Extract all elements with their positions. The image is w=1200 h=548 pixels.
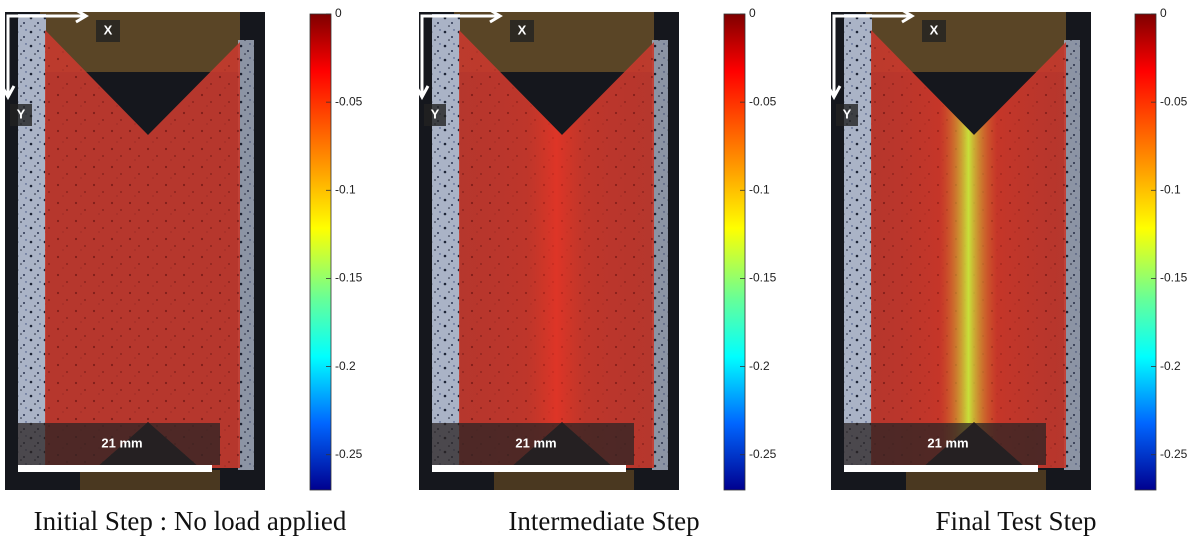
axis-x-label: X <box>518 22 527 37</box>
axis-symbol <box>420 14 498 95</box>
axis-arrow-x <box>489 8 503 24</box>
colorbar-tick-label: -0.2 <box>335 359 356 373</box>
scale-bar <box>432 465 626 472</box>
dic-image: X Y 21 mm <box>826 8 1091 490</box>
axis-y-box <box>424 104 446 126</box>
left-strip <box>18 14 46 469</box>
dic-image: X Y 21 mm <box>414 8 679 490</box>
bottom-block <box>494 470 634 490</box>
right-strip <box>238 40 254 470</box>
scale-label: 21 mm <box>515 435 556 450</box>
strain-band <box>459 30 654 468</box>
axis-arrow-x <box>901 8 915 24</box>
axis-y-label: Y <box>843 106 852 121</box>
colorbar-tick-label: -0.15 <box>335 271 363 285</box>
strain-band <box>871 30 1066 468</box>
colorbar-tick-label: -0.1 <box>335 182 356 196</box>
axis-y-box <box>10 104 32 126</box>
axis-x-label: X <box>930 22 939 37</box>
axis-x-box <box>922 20 946 42</box>
colorbar <box>1134 13 1157 491</box>
scale-box <box>18 423 220 465</box>
bottom-block <box>906 470 1046 490</box>
colorbar-tick-label: 0 <box>749 6 756 20</box>
colorbar-tick-label: -0.25 <box>749 447 777 461</box>
colorbar-tick-label: 0 <box>1160 6 1167 20</box>
colorbar-tick-label: 0 <box>335 6 342 20</box>
colorbar <box>723 13 746 491</box>
colorbar-tick-label: -0.1 <box>1160 182 1181 196</box>
axis-x-box <box>510 20 534 42</box>
dic-image: X Y 21 mm <box>0 8 265 490</box>
axis-y-label: Y <box>17 106 26 121</box>
colorbar-tick-label: -0.05 <box>749 94 777 108</box>
scale-label: 21 mm <box>927 435 968 450</box>
axis-arrow-y <box>0 85 16 101</box>
colorbar-tick-label: -0.2 <box>749 359 770 373</box>
axis-symbol <box>6 14 84 95</box>
colorbar-tick-label: -0.15 <box>749 271 777 285</box>
left-strip <box>844 14 872 469</box>
colorbar-tick-label: -0.25 <box>335 447 363 461</box>
strain-band <box>45 30 240 468</box>
axis-symbol <box>832 14 910 95</box>
axis-y-label: Y <box>431 106 440 121</box>
colorbar-tick-label: -0.1 <box>749 182 770 196</box>
scale-box <box>844 423 1046 465</box>
colorbar-tick-label: -0.15 <box>1160 271 1188 285</box>
axis-x-label: X <box>104 22 113 37</box>
caption: Initial Step : No load applied <box>34 506 347 536</box>
axis-arrow-y <box>826 85 842 101</box>
axis-x-box <box>96 20 120 42</box>
axis-arrow-y <box>414 85 430 101</box>
colorbar <box>309 13 332 491</box>
right-strip <box>652 40 668 470</box>
axis-y-box <box>836 104 858 126</box>
caption: Intermediate Step <box>508 506 699 536</box>
colorbar-tick-label: -0.25 <box>1160 447 1188 461</box>
colorbar-tick-label: -0.05 <box>1160 94 1188 108</box>
scale-label: 21 mm <box>101 435 142 450</box>
caption: Final Test Step <box>935 506 1096 536</box>
bottom-block <box>80 470 220 490</box>
scale-box <box>432 423 634 465</box>
colorbar-tick-label: -0.2 <box>1160 359 1181 373</box>
right-strip <box>1064 40 1080 470</box>
colorbar-tick-label: -0.05 <box>335 94 363 108</box>
axis-arrow-x <box>75 8 89 24</box>
left-strip <box>432 14 460 469</box>
scale-bar <box>18 465 212 472</box>
scale-bar <box>844 465 1038 472</box>
